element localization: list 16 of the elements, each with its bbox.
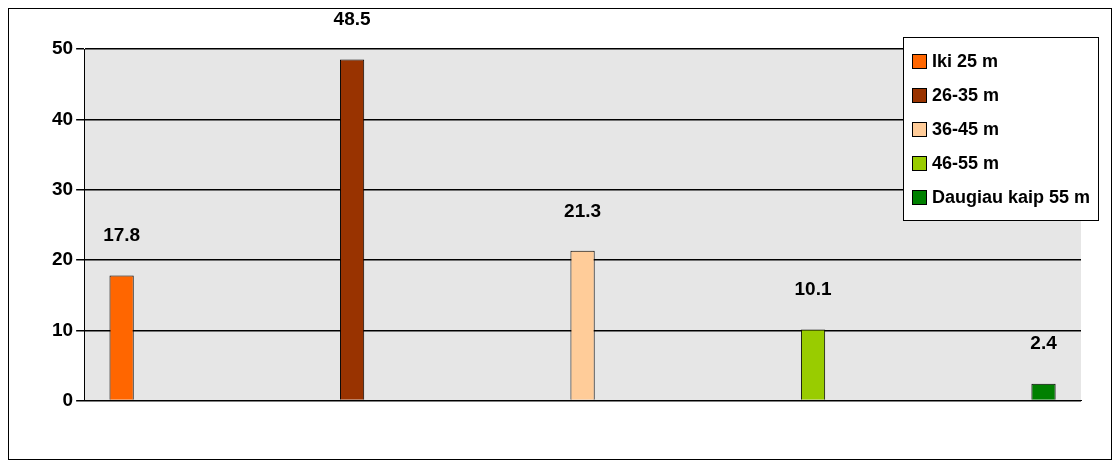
y-tick-label: 10 [51, 318, 74, 340]
data-label: 2.4 [1030, 332, 1058, 354]
data-label: 17.8 [103, 224, 141, 246]
y-tick-label: 40 [51, 107, 74, 129]
y-tick-label: 20 [51, 248, 74, 270]
data-label: 10.1 [794, 278, 832, 300]
y-tick-label: 50 [51, 37, 74, 59]
y-tick-label: 30 [51, 177, 74, 199]
legend-label: 36-45 m [931, 118, 999, 140]
data-label: 21.3 [564, 199, 602, 221]
legend-label: Iki 25 m [931, 50, 998, 72]
legend-label: Daugiau kaip 55 m [931, 186, 1090, 208]
legend-label: 46-55 m [931, 152, 999, 174]
legend-label: 26-35 m [931, 84, 999, 106]
y-tick-label: 0 [62, 388, 74, 410]
data-label: 48.5 [333, 8, 372, 30]
